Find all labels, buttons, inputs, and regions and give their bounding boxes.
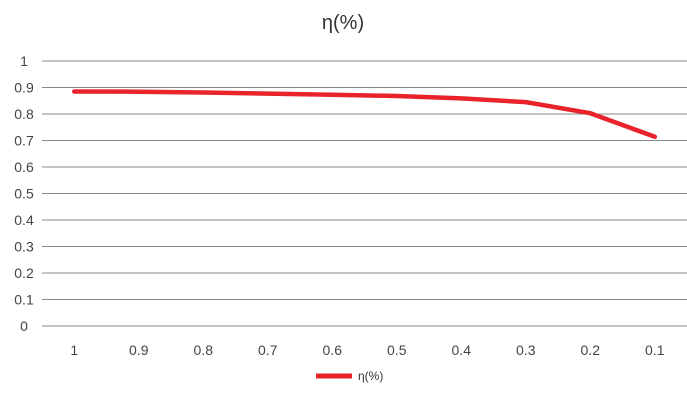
x-tick-label: 0.7 <box>258 342 278 358</box>
y-tick-label: 0.8 <box>14 106 34 122</box>
gridlines <box>42 60 687 327</box>
y-tick-label: 0.7 <box>14 133 34 149</box>
y-axis-ticks: 0 0.1 0.2 0.3 0.4 0.5 0.6 0.7 0.8 0.9 1 <box>14 53 34 334</box>
x-tick-label: 0.3 <box>516 342 536 358</box>
x-tick-label: 0.2 <box>581 342 601 358</box>
y-tick-label: 0.1 <box>14 292 34 308</box>
y-tick-label: 0.5 <box>14 186 34 202</box>
x-tick-label: 0.9 <box>129 342 149 358</box>
y-tick-label: 0 <box>20 318 28 334</box>
legend: η(%) <box>316 369 383 383</box>
y-tick-label: 1 <box>20 53 28 69</box>
x-tick-label: 0.1 <box>645 342 665 358</box>
x-axis-ticks: 1 0.9 0.8 0.7 0.6 0.5 0.4 0.3 0.2 0.1 <box>70 342 664 358</box>
chart-title: η(%) <box>322 12 364 34</box>
y-tick-label: 0.4 <box>14 212 34 228</box>
legend-label: η(%) <box>358 369 383 383</box>
y-tick-label: 0.3 <box>14 239 34 255</box>
series-line <box>72 89 658 140</box>
series-layer <box>72 89 658 140</box>
y-tick-label: 0.6 <box>14 159 34 175</box>
x-tick-label: 1 <box>70 342 78 358</box>
y-tick-label: 0.2 <box>14 265 34 281</box>
x-tick-label: 0.4 <box>452 342 472 358</box>
x-tick-label: 0.6 <box>323 342 343 358</box>
y-tick-label: 0.9 <box>14 80 34 96</box>
x-tick-label: 0.8 <box>194 342 214 358</box>
x-tick-label: 0.5 <box>387 342 407 358</box>
